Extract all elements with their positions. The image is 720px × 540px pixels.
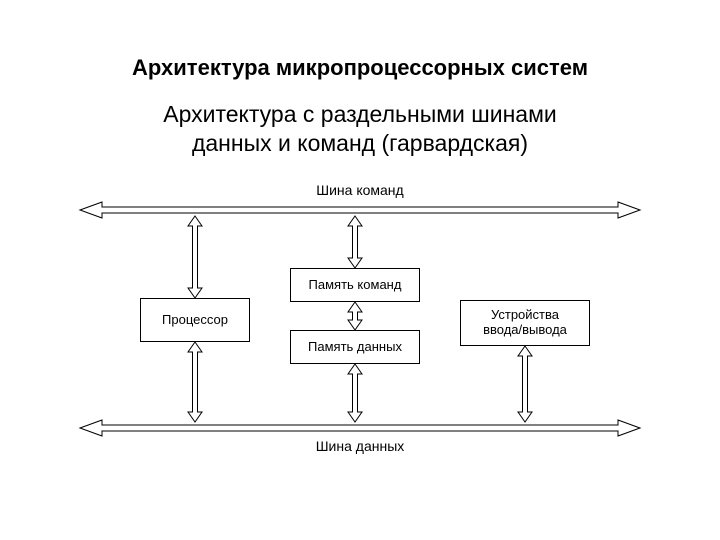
subtitle-line1: Архитектура с раздельными шинами: [163, 101, 556, 127]
command-memory-box: Память команд: [290, 268, 420, 302]
page-title: Архитектура микропроцессорных систем: [0, 55, 720, 81]
io-devices-box: Устройстваввода/вывода: [460, 300, 590, 346]
processor-box: Процессор: [140, 298, 250, 342]
command-memory-label: Память команд: [309, 278, 402, 293]
diagram: Шина команд Процессор Память команд Памя…: [80, 180, 640, 460]
data-memory-box: Память данных: [290, 330, 420, 364]
page-subtitle: Архитектура с раздельными шинами данных …: [0, 100, 720, 158]
data-memory-label: Память данных: [308, 340, 402, 355]
io-devices-label: Устройстваввода/вывода: [483, 308, 567, 338]
processor-label: Процессор: [162, 313, 228, 328]
subtitle-line2: данных и команд (гарвардская): [192, 130, 528, 156]
bus-bottom-label: Шина данных: [80, 438, 640, 454]
page: Архитектура микропроцессорных систем Арх…: [0, 0, 720, 540]
